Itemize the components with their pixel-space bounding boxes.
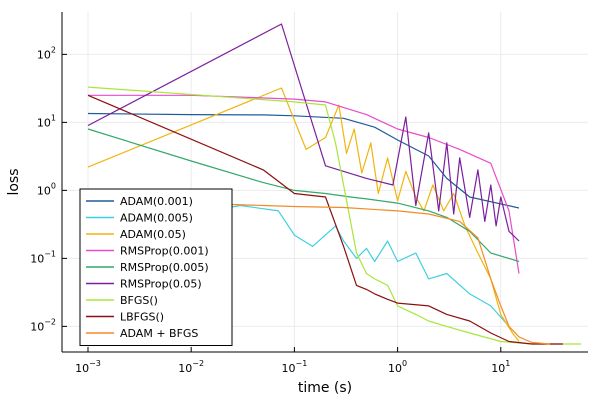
series-line-2 xyxy=(87,87,520,342)
legend-label: BFGS() xyxy=(120,294,158,307)
x-axis-title: time (s) xyxy=(298,380,352,396)
legend-label: ADAM + BFGS xyxy=(120,327,198,340)
x-tick-label: 100 xyxy=(388,359,407,375)
series-line-0 xyxy=(87,112,520,209)
y-tick-label: 100 xyxy=(37,181,56,197)
y-tick-label: 10−2 xyxy=(30,317,56,333)
series-line-4 xyxy=(87,128,520,263)
y-axis-title: loss xyxy=(6,168,22,195)
x-tick-label: 101 xyxy=(491,359,510,375)
series-line-7 xyxy=(87,94,563,345)
legend-label: RMSProp(0.05) xyxy=(120,278,202,291)
legend-label: ADAM(0.05) xyxy=(120,228,186,241)
series-line-6 xyxy=(87,86,582,345)
legend-label: LBFGS() xyxy=(120,311,164,324)
x-tick-label: 10−2 xyxy=(178,359,204,375)
x-tick-label: 10−1 xyxy=(281,359,307,375)
legend-label: ADAM(0.001) xyxy=(120,195,193,208)
legend-label: RMSProp(0.005) xyxy=(120,261,209,274)
series-line-3 xyxy=(88,94,520,274)
x-tick-label: 10−3 xyxy=(75,359,101,375)
x-tick-labels: 10−3 10−2 10−1 100 101 xyxy=(75,347,510,375)
plot-series xyxy=(87,23,582,345)
legend-label: RMSProp(0.001) xyxy=(120,245,209,258)
y-tick-label: 102 xyxy=(37,45,56,61)
series-line-8 xyxy=(87,200,551,345)
legend: ADAM(0.001) ADAM(0.005) ADAM(0.05) RMSProp(… xyxy=(79,188,233,346)
y-tick-labels: 10−2 10−1 100 101 102 xyxy=(30,45,67,333)
y-tick-label: 10−1 xyxy=(30,249,56,265)
legend-label: ADAM(0.005) xyxy=(120,212,193,225)
y-tick-label: 101 xyxy=(37,113,56,129)
series-line-5 xyxy=(87,23,520,242)
series-line-1 xyxy=(87,204,510,327)
